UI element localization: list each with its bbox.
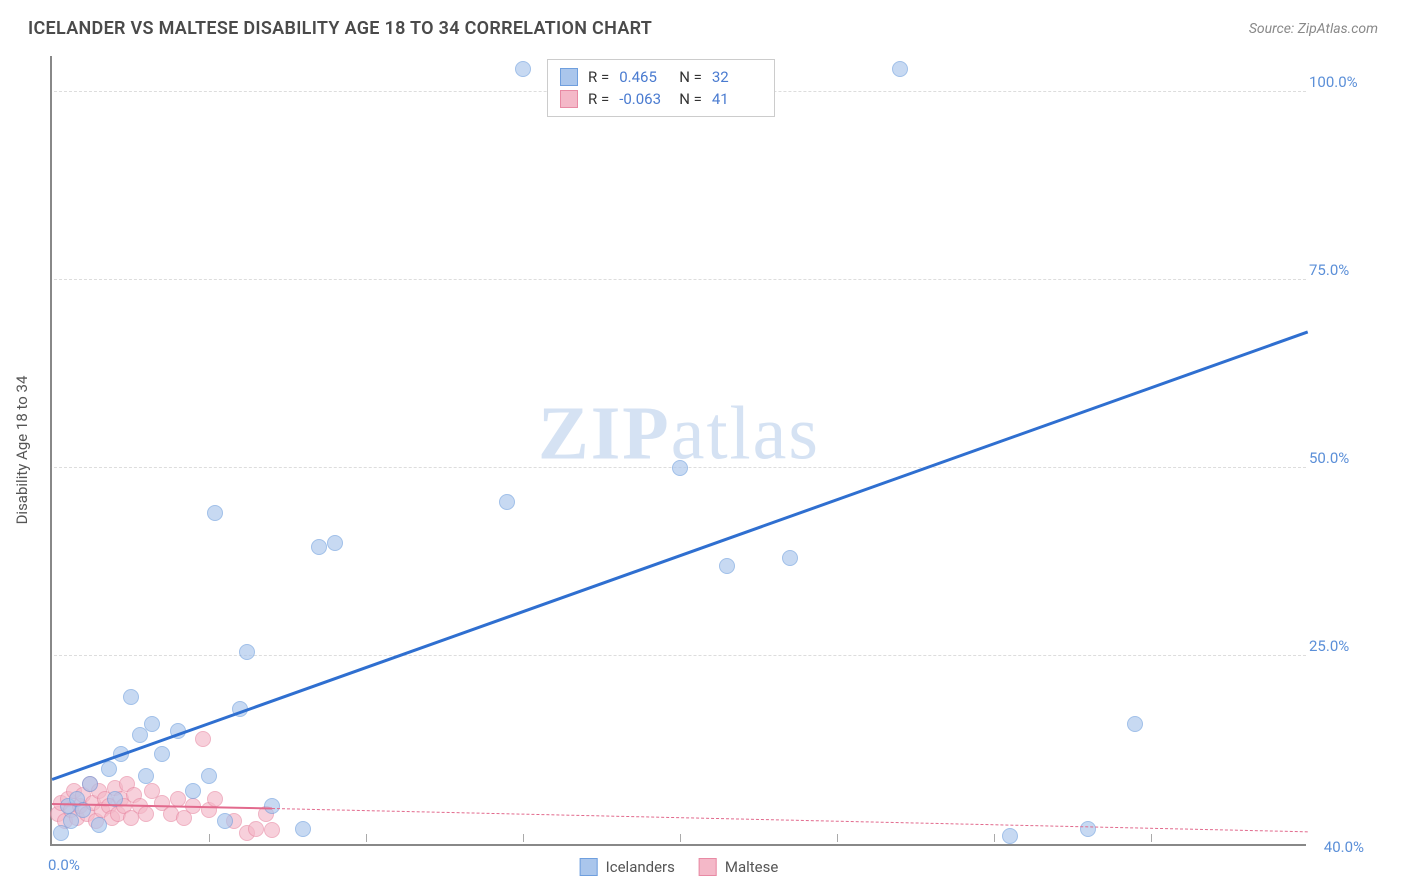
legend-swatch xyxy=(699,858,717,876)
data-point xyxy=(327,535,343,551)
data-point xyxy=(91,817,107,833)
x-min-label: 0.0% xyxy=(48,856,80,874)
legend-series-item: Icelanders xyxy=(580,858,675,876)
y-axis-label: Disability Age 18 to 34 xyxy=(13,376,31,525)
source-label: Source: ZipAtlas.com xyxy=(1249,21,1378,37)
series-legend: Icelanders Maltese xyxy=(580,858,779,876)
data-point xyxy=(207,791,223,807)
y-tick-label: 50.0% xyxy=(1309,449,1364,467)
correlation-legend: R = 0.465 N = 32 R = -0.063 N = 41 xyxy=(547,59,775,117)
data-point xyxy=(201,768,217,784)
legend-swatch xyxy=(560,68,578,86)
legend-n-value: 41 xyxy=(712,90,762,108)
data-point xyxy=(217,813,233,829)
legend-series-label: Maltese xyxy=(725,858,778,876)
x-tick xyxy=(209,834,210,842)
data-point xyxy=(1080,821,1096,837)
y-tick-label: 100.0% xyxy=(1309,73,1364,91)
data-point xyxy=(295,821,311,837)
data-point xyxy=(499,494,515,510)
data-point xyxy=(515,61,531,77)
legend-n-label: N = xyxy=(679,90,702,108)
data-point xyxy=(1127,716,1143,732)
legend-swatch xyxy=(580,858,598,876)
legend-r-value: 0.465 xyxy=(619,68,669,86)
data-point xyxy=(101,761,117,777)
trend-line xyxy=(272,808,1308,832)
x-tick xyxy=(680,834,681,842)
data-point xyxy=(138,768,154,784)
data-point xyxy=(1002,828,1018,844)
data-point xyxy=(170,791,186,807)
legend-stat-row: R = -0.063 N = 41 xyxy=(560,88,762,110)
legend-n-label: N = xyxy=(679,68,702,86)
data-point xyxy=(195,731,211,747)
data-point xyxy=(782,550,798,566)
x-tick xyxy=(366,834,367,842)
x-max-label: 40.0% xyxy=(1324,838,1364,856)
legend-series-item: Maltese xyxy=(699,858,778,876)
data-point xyxy=(264,822,280,838)
legend-swatch xyxy=(560,90,578,108)
data-point xyxy=(207,505,223,521)
x-tick xyxy=(994,834,995,842)
data-point xyxy=(132,727,148,743)
data-point xyxy=(123,689,139,705)
data-point xyxy=(311,539,327,555)
chart-container: ZIPatlas Disability Age 18 to 34 R =0.46… xyxy=(50,56,1370,846)
legend-r-label: R = xyxy=(588,90,609,108)
trend-line xyxy=(52,330,1309,780)
legend-n-value: 32 xyxy=(712,68,762,86)
legend-r-label: R = xyxy=(588,68,609,86)
gridline-h xyxy=(54,279,1306,280)
data-point xyxy=(144,716,160,732)
data-point xyxy=(63,813,79,829)
legend-series-label: Icelanders xyxy=(606,858,675,876)
data-point xyxy=(138,806,154,822)
x-tick xyxy=(1151,834,1152,842)
legend-r-value: -0.063 xyxy=(619,90,669,108)
data-point xyxy=(154,746,170,762)
y-tick-label: 75.0% xyxy=(1309,261,1364,279)
data-point xyxy=(892,61,908,77)
data-point xyxy=(672,460,688,476)
data-point xyxy=(239,644,255,660)
data-point xyxy=(248,821,264,837)
y-tick-label: 25.0% xyxy=(1309,637,1364,655)
plot-area: ZIPatlas Disability Age 18 to 34 R =0.46… xyxy=(50,56,1306,846)
x-tick xyxy=(837,834,838,842)
x-tick xyxy=(523,834,524,842)
data-point xyxy=(719,558,735,574)
legend-stat-row: R = 0.465 N = 32 xyxy=(560,66,762,88)
data-point xyxy=(264,798,280,814)
data-point xyxy=(185,783,201,799)
data-point xyxy=(82,776,98,792)
chart-title: ICELANDER VS MALTESE DISABILITY AGE 18 T… xyxy=(28,18,652,39)
